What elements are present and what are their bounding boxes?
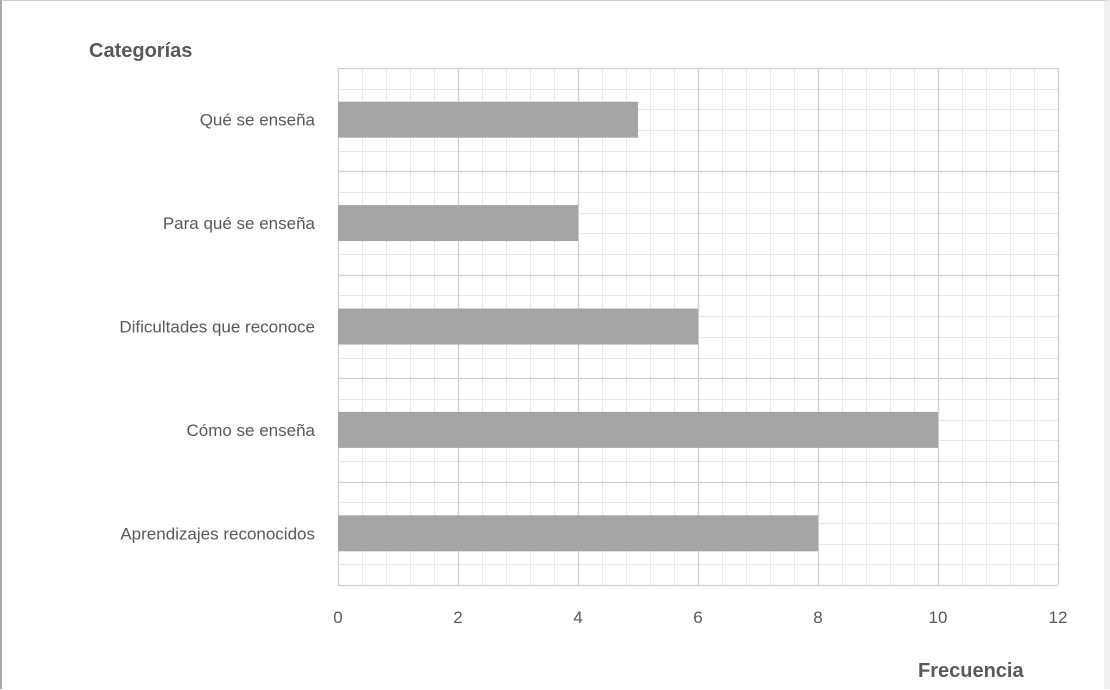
bars: [338, 101, 938, 552]
bar: [338, 515, 818, 552]
bar: [338, 205, 578, 242]
x-tick-label: 4: [573, 608, 582, 627]
x-tick-label: 0: [333, 608, 342, 627]
category-label: Qué se enseña: [200, 111, 316, 130]
x-tick-label: 12: [1049, 608, 1068, 627]
category-labels: Qué se enseña Para qué se enseña Dificulta…: [119, 111, 315, 544]
x-tick-label: 2: [453, 608, 462, 627]
bar: [338, 411, 938, 448]
x-axis-title: Frecuencia: [918, 660, 1024, 682]
bar: [338, 308, 698, 345]
category-label: Cómo se enseña: [186, 421, 315, 440]
x-tick-label: 8: [813, 608, 822, 627]
category-label: Dificultades que reconoce: [119, 318, 315, 337]
y-axis-title: Categorías: [89, 40, 192, 62]
category-label: Aprendizajes reconocidos: [120, 524, 315, 543]
category-label: Para qué se enseña: [163, 214, 316, 233]
x-tick-label: 6: [693, 608, 702, 627]
x-tick-labels: 0 2 4 6 8 10 12: [333, 608, 1067, 627]
x-tick-label: 10: [929, 608, 948, 627]
bar: [338, 101, 638, 138]
